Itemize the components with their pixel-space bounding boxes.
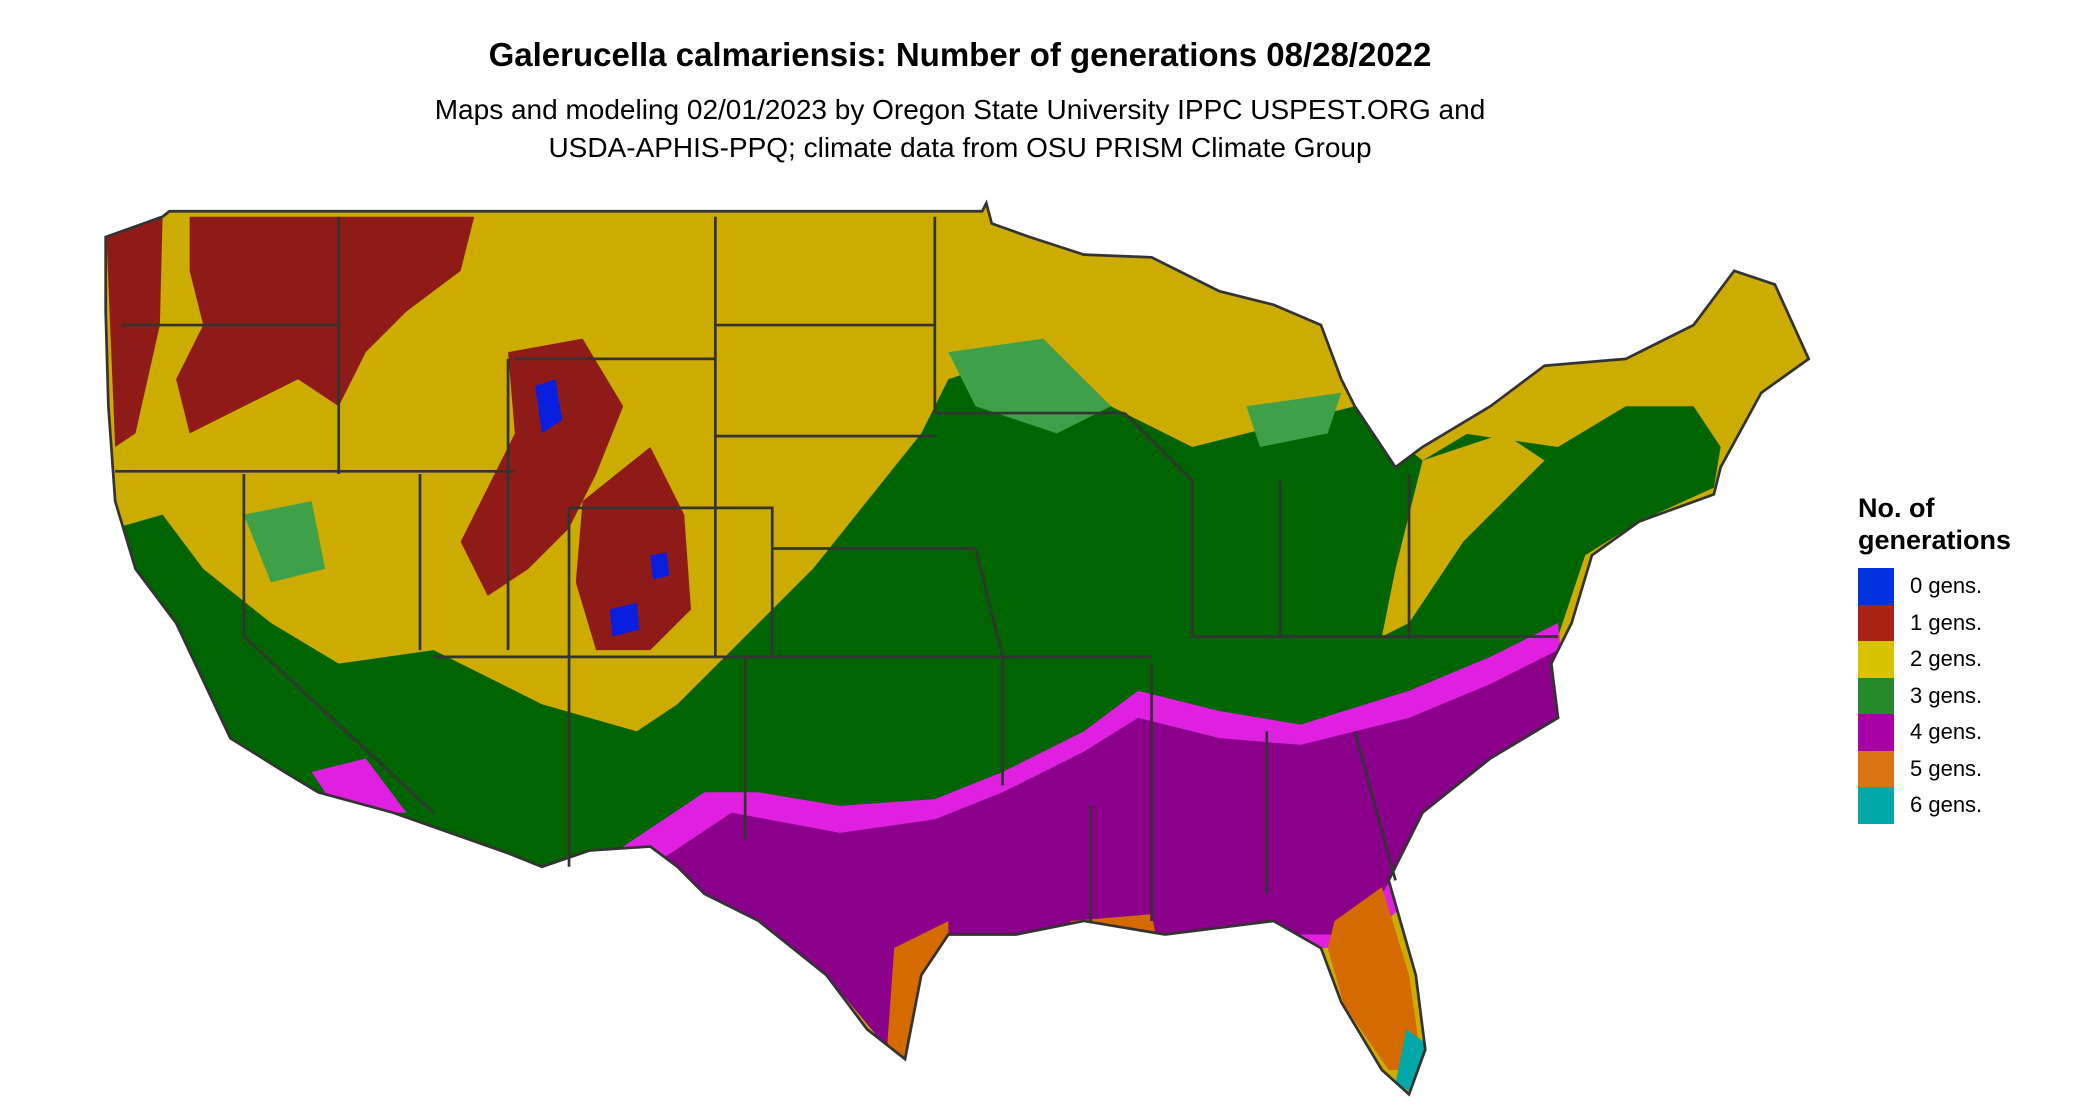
region-1-gens-wyoming: [460, 338, 624, 596]
map-title: Galerucella calmariensis: Number of gene…: [488, 36, 1432, 73]
region-1-gens-colorado: [575, 446, 691, 651]
legend-swatch: [1858, 677, 1894, 714]
region-4-gens: [650, 650, 1572, 1070]
legend-item: 4 gens.: [1858, 714, 2058, 751]
legend-item: 5 gens.: [1858, 750, 2058, 787]
region-2-gens-appalachian: [1381, 284, 1802, 637]
legend-item: 1 gens.: [1858, 604, 2058, 641]
legend-label: 4 gens.: [1910, 719, 1983, 745]
map-subtitle-line2: USDA-APHIS-PPQ; climate data from OSU PR…: [548, 132, 1372, 163]
region-3-gens-light: [243, 338, 1342, 583]
legend: No. of generations 0 gens. 1 gens. 2 gens.…: [1858, 492, 2058, 824]
region-0-gens-patch: [535, 379, 670, 637]
legend-label: 5 gens.: [1910, 755, 1983, 781]
legend-swatch: [1858, 568, 1894, 605]
legend-item: 0 gens.: [1858, 568, 2058, 605]
legend-item: 3 gens.: [1858, 677, 2058, 714]
legend-label: 3 gens.: [1910, 682, 1983, 708]
legend-swatch: [1858, 714, 1894, 751]
map-subtitle-line1: Maps and modeling 02/01/2023 by Oregon S…: [434, 94, 1486, 125]
legend-item: 2 gens.: [1858, 641, 2058, 678]
legend-swatch: [1858, 787, 1894, 824]
legend-swatch: [1858, 750, 1894, 787]
legend-label: 2 gens.: [1910, 646, 1983, 672]
legend-label: 6 gens.: [1910, 792, 1983, 818]
legend-label: 1 gens.: [1910, 609, 1983, 635]
legend-swatch: [1858, 641, 1894, 678]
region-1-gens-northwest: [105, 216, 163, 447]
legend-label: 0 gens.: [1910, 573, 1983, 599]
region-5-gens: [887, 887, 1423, 1070]
legend-item: 6 gens.: [1858, 787, 2058, 824]
legend-swatch: [1858, 604, 1894, 641]
legend-title: No. of generations: [1858, 493, 2012, 555]
state-borders: [104, 201, 1811, 1096]
